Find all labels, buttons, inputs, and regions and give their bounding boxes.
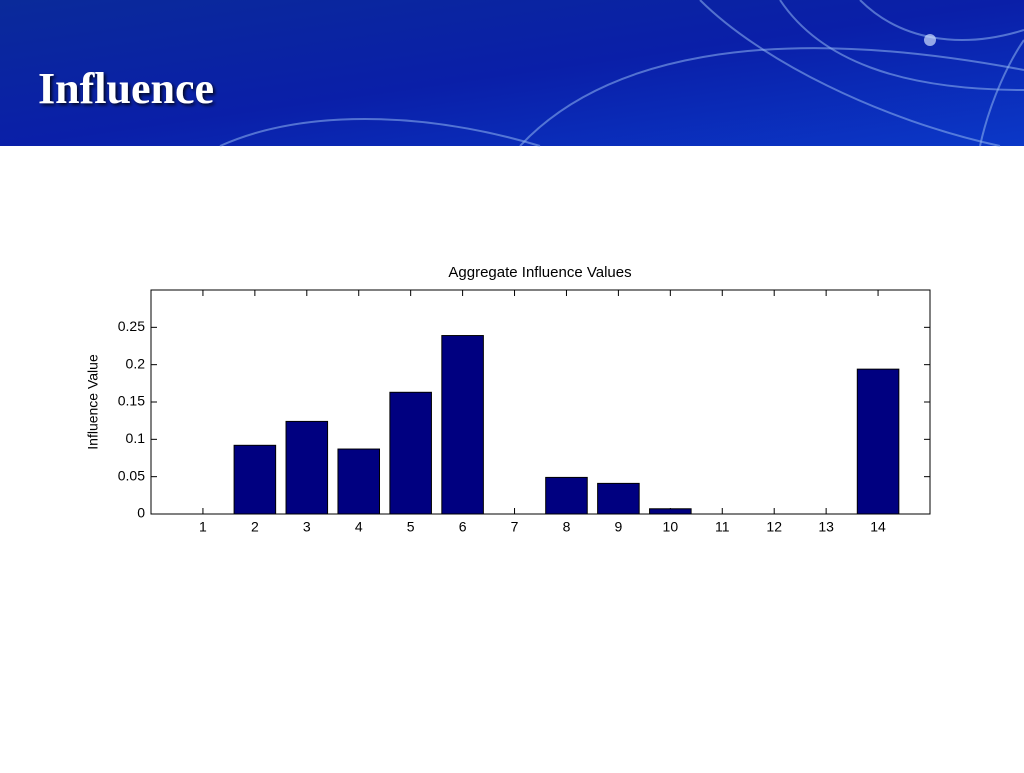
x-tick-label: 14 [870,519,886,535]
slide-title: Influence [38,64,214,113]
x-tick-label: 1 [199,519,207,535]
x-tick-label: 4 [355,519,363,535]
bar [856,368,900,515]
y-tick-label: 0 [137,505,145,521]
y-axis-label: Influence Value [85,354,101,450]
bar [389,391,432,515]
x-tick-label: 13 [818,519,834,535]
y-tick-label: 0.1 [126,430,146,446]
x-tick-label: 3 [303,519,311,535]
bar [441,335,484,515]
axes-box [150,289,931,515]
x-tick-label: 7 [511,519,519,535]
x-tick-label: 2 [251,519,259,535]
header-banner [0,0,1024,146]
y-tick-label: 0.15 [118,393,145,409]
bar [285,420,329,515]
y-tick-label: 0.2 [126,355,146,371]
bar [233,444,277,515]
bar [649,508,692,515]
x-tick-label: 10 [663,519,679,535]
x-tick-label: 6 [459,519,467,535]
banner-decoration [219,0,1024,147]
x-tick-label: 11 [715,519,730,535]
bar [597,482,640,515]
x-tick-label: 12 [766,519,782,535]
banner-glow [924,34,936,46]
bar [545,476,588,515]
x-tick-label: 9 [615,519,623,535]
y-tick-label: 0.25 [118,318,145,334]
bar [337,448,381,515]
plot: 00.050.10.150.20.251 2 3 4 5 6 7 8 9 10 11 12 13 14 [118,290,930,535]
chart-title: Aggregate Influence Values [448,264,631,281]
y-tick-label: 0.05 [118,467,145,483]
x-tick-label: 5 [407,519,415,535]
x-tick-label: 8 [563,519,571,535]
